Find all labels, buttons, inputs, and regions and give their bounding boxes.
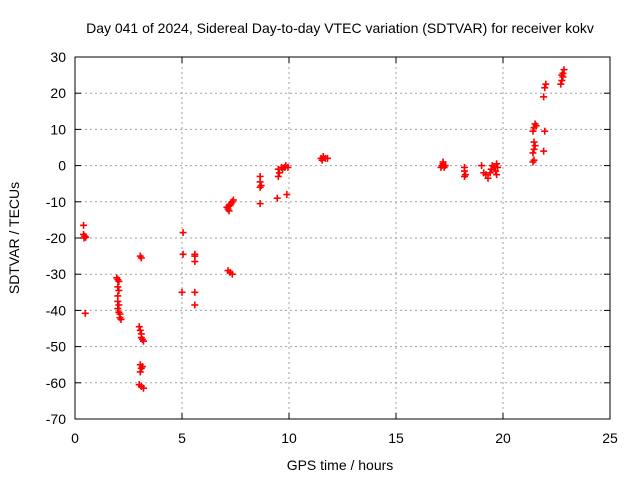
data-points	[80, 66, 568, 392]
data-point	[114, 305, 122, 313]
data-point	[136, 326, 144, 334]
data-point	[541, 84, 549, 92]
data-point	[273, 194, 281, 202]
data-point	[179, 250, 187, 258]
data-point	[114, 283, 122, 291]
data-point	[191, 258, 199, 266]
data-point	[492, 167, 500, 175]
y-tick-label: 0	[58, 158, 66, 174]
data-point	[179, 229, 187, 237]
data-point	[530, 156, 538, 164]
data-point	[275, 169, 283, 177]
data-point	[80, 234, 88, 242]
x-tick-label: 20	[495, 430, 511, 446]
data-point	[559, 69, 567, 77]
data-point	[114, 292, 122, 300]
y-tick-label: -30	[46, 266, 66, 282]
data-point	[115, 286, 123, 294]
y-tick-label: -50	[46, 339, 66, 355]
data-point	[484, 174, 492, 182]
x-tick-label: 0	[71, 430, 79, 446]
data-point	[225, 207, 233, 215]
data-point	[441, 162, 449, 170]
y-tick-label: 30	[50, 49, 66, 65]
data-point	[136, 368, 144, 376]
data-point	[324, 154, 332, 162]
data-point	[191, 288, 199, 296]
data-point	[532, 122, 540, 130]
data-point	[137, 254, 145, 262]
data-point	[530, 138, 538, 146]
data-point	[229, 196, 237, 204]
data-point	[540, 93, 548, 101]
data-point	[139, 384, 147, 392]
data-point	[115, 301, 123, 309]
x-axis-ticks: 0 5 10 15 20 25	[71, 57, 618, 446]
chart-title: Day 041 of 2024, Sidereal Day-to-day VTE…	[86, 20, 594, 36]
data-point	[541, 127, 549, 135]
x-axis-label: GPS time / hours	[287, 457, 394, 473]
data-point	[529, 149, 537, 157]
data-point	[530, 145, 538, 153]
data-point	[540, 147, 548, 155]
data-point	[256, 183, 264, 191]
y-axis-ticks: -70 -60 -50 -40 -30 -20 -10 0 10 20 30	[46, 49, 610, 427]
data-point	[531, 142, 539, 150]
data-point	[139, 337, 147, 345]
y-tick-label: 10	[50, 121, 66, 137]
data-point	[284, 163, 292, 171]
y-tick-label: 20	[50, 85, 66, 101]
x-tick-label: 15	[388, 430, 404, 446]
data-point	[135, 323, 143, 331]
data-point	[557, 80, 565, 88]
data-point	[493, 171, 501, 179]
data-point	[542, 80, 550, 88]
grid	[75, 57, 610, 419]
data-point	[115, 277, 123, 285]
data-point	[529, 127, 537, 135]
data-point	[80, 221, 88, 229]
data-point	[486, 169, 494, 177]
data-point	[138, 363, 146, 371]
y-tick-label: -40	[46, 302, 66, 318]
data-point	[274, 172, 282, 180]
data-point	[256, 200, 264, 208]
data-point	[460, 172, 468, 180]
data-point	[191, 301, 199, 309]
data-point	[439, 158, 447, 166]
data-point	[228, 270, 236, 278]
data-point	[560, 66, 568, 74]
x-tick-label: 25	[602, 430, 618, 446]
data-point	[178, 288, 186, 296]
data-point	[81, 309, 89, 317]
y-tick-label: -10	[46, 194, 66, 210]
data-point	[117, 315, 125, 323]
x-tick-label: 5	[178, 430, 186, 446]
data-point	[283, 191, 291, 199]
y-tick-label: -20	[46, 230, 66, 246]
y-tick-label: -60	[46, 375, 66, 391]
data-point	[494, 163, 502, 171]
data-point	[478, 162, 486, 170]
data-point	[482, 171, 490, 179]
y-tick-label: -70	[46, 411, 66, 427]
y-axis-label: SDTVAR / TECUs	[6, 182, 22, 294]
x-tick-label: 10	[281, 430, 297, 446]
data-point	[493, 160, 501, 168]
